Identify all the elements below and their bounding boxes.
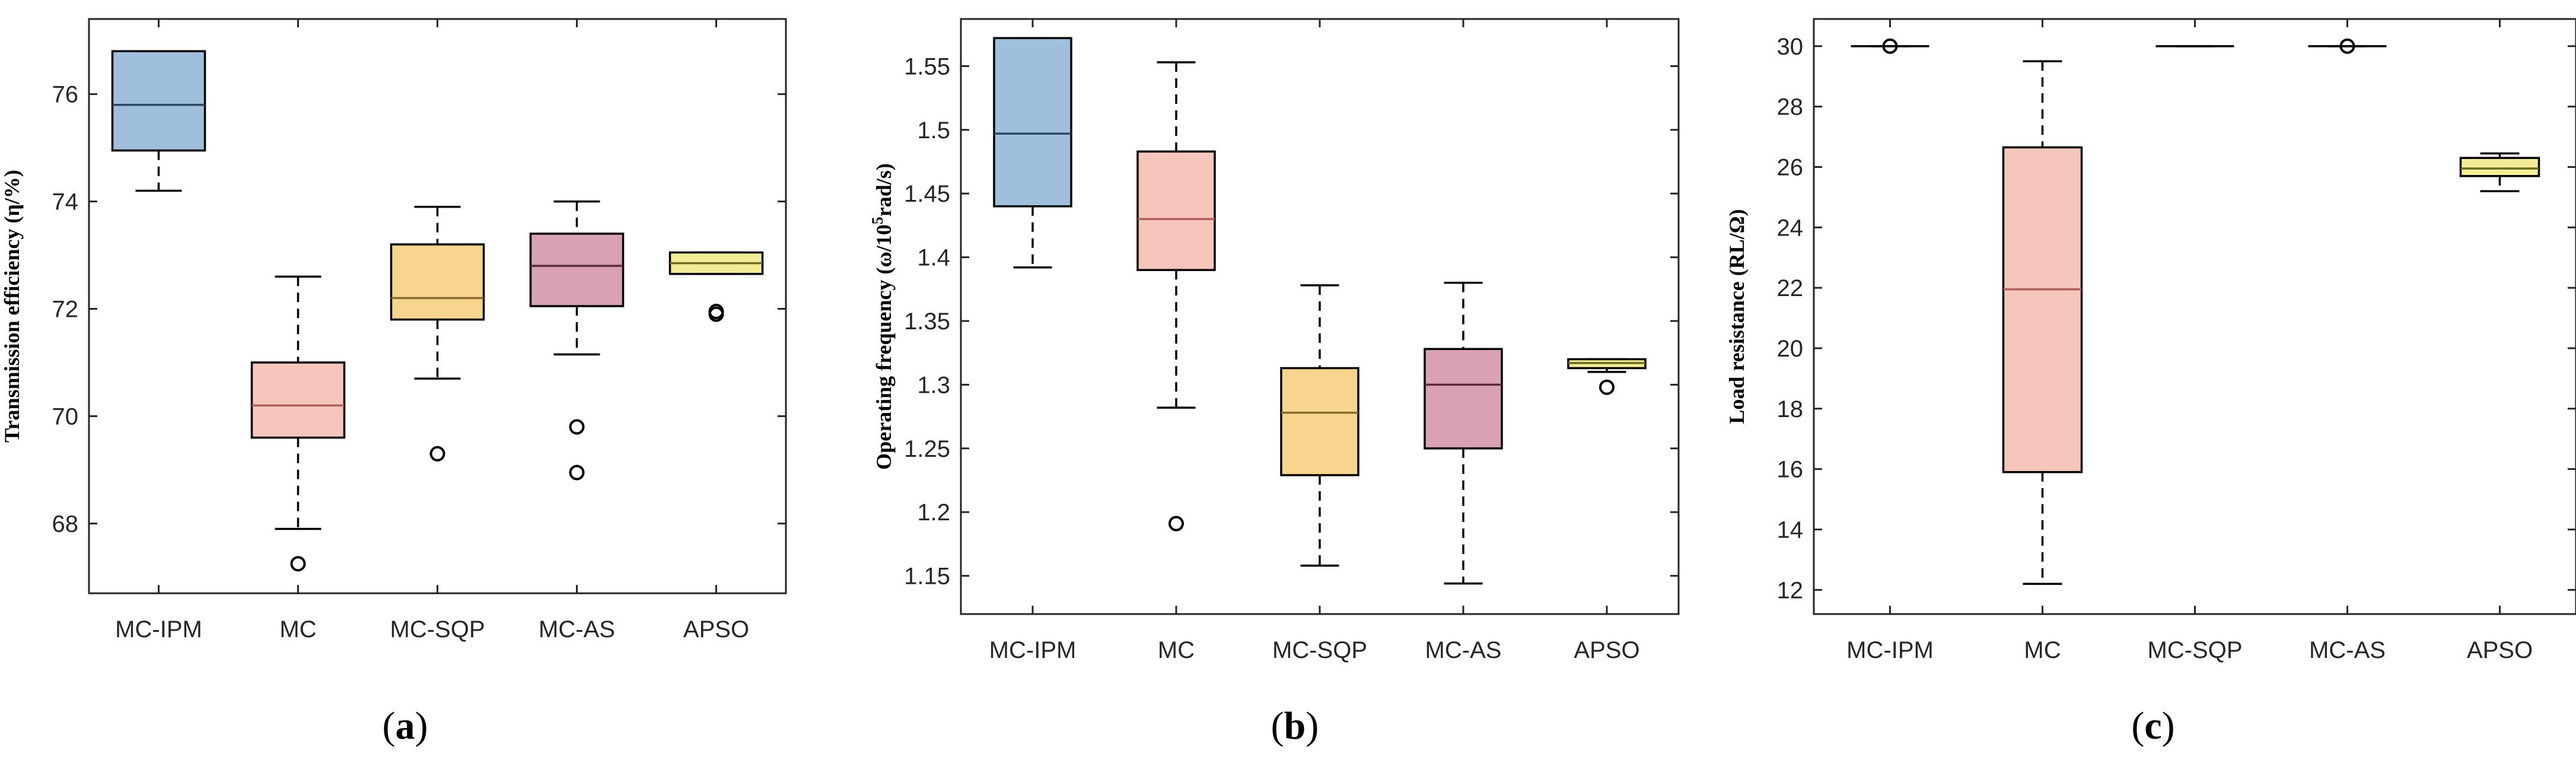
x-tick-label: MC-SQP: [390, 616, 485, 643]
box-mc-ipm: [993, 37, 1072, 269]
panel-label-b: (b): [1271, 704, 1319, 748]
x-tick-label: APSO: [1574, 637, 1639, 663]
y-tick-label: 20: [1777, 336, 1804, 362]
box-apso: [668, 251, 764, 322]
y-tick-label: 74: [52, 189, 79, 215]
box-mc-as: [1424, 281, 1503, 585]
x-tick-label: MC-AS: [2309, 637, 2386, 663]
x-tick-label: APSO: [683, 616, 749, 643]
y-tick-label: 14: [1777, 517, 1804, 543]
y-tick-label: 1.55: [904, 53, 950, 80]
outlier-point: [2339, 38, 2355, 54]
y-tick-label: 26: [1777, 154, 1804, 180]
outlier-point: [290, 556, 306, 572]
box-mc-ipm: [111, 50, 206, 192]
x-tick-label: MC: [279, 616, 316, 643]
outlier-point: [1882, 38, 1898, 54]
y-tick-label: 72: [52, 297, 79, 323]
box-iqr: [2459, 157, 2540, 177]
y-tick-label: 76: [52, 82, 79, 108]
x-tick-label: MC-AS: [1425, 637, 1502, 663]
box-iqr: [1280, 367, 1359, 476]
box-iqr: [111, 50, 206, 152]
y-tick-label: 16: [1777, 457, 1804, 483]
x-tick-label: MC: [1158, 637, 1195, 663]
box-iqr: [1136, 150, 1216, 271]
box-mc: [2002, 60, 2083, 585]
box-iqr: [1424, 348, 1503, 450]
box-iqr: [250, 361, 346, 439]
outlier-point: [429, 446, 445, 462]
box-mc: [1136, 61, 1216, 532]
box-apso: [2459, 152, 2540, 192]
x-tick-label: APSO: [2467, 637, 2533, 663]
x-tick-label: MC-IPM: [989, 637, 1077, 663]
y-axis-title: Operating frequency (ω/105rad/s): [869, 163, 896, 470]
x-tick-label: MC-AS: [539, 616, 615, 643]
y-tick-label: 1.25: [904, 436, 950, 462]
box-mc-as: [529, 200, 625, 481]
x-tick-label: MC-SQP: [1272, 637, 1367, 663]
outlier-point: [708, 306, 724, 322]
outlier-point: [569, 419, 585, 435]
box-iqr: [390, 243, 485, 321]
plot-area: [1813, 18, 2576, 615]
box-mc-ipm: [1851, 38, 1929, 54]
box-mc-sqp: [1280, 284, 1359, 567]
box-mc: [250, 275, 346, 572]
x-tick-label: MC-SQP: [2148, 637, 2243, 663]
outlier-point: [1599, 379, 1615, 395]
chart-panel-a: 68 70 72 74 76 MC-IPM MC MC-SQP MC-AS APSO Transmi…: [0, 18, 787, 643]
y-tick-label: 1.3: [917, 372, 950, 398]
y-tick-label: 24: [1777, 215, 1804, 241]
y-tick-label: 22: [1777, 275, 1804, 301]
y-tick-label: 1.15: [904, 564, 950, 590]
y-tick-label: 1.4: [917, 245, 950, 271]
chart-panel-b: 1.15 1.2 1.25 1.3 1.35 1.4 1.45 1.5 1.55 MC-IPM MC…: [869, 18, 1680, 663]
outlier-point: [569, 465, 585, 481]
box-apso: [1567, 358, 1647, 395]
y-tick-label: 1.2: [917, 500, 950, 526]
y-tick-label: 1.5: [917, 117, 950, 144]
y-axis-title: Load resistance (RL/Ω): [1725, 209, 1749, 424]
box-iqr: [529, 233, 625, 307]
y-tick-label: 68: [52, 511, 79, 537]
box-iqr: [993, 37, 1072, 208]
y-tick-label: 70: [52, 403, 79, 430]
panel-label-a: (a): [383, 704, 428, 748]
y-tick-label: 1.45: [904, 181, 950, 207]
box-iqr: [2002, 146, 2083, 473]
chart-panel-c: 12 14 16 18 20 22 24 26 28 30 MC-IPM MC MC-SQP MC-AS A…: [1725, 18, 2576, 663]
y-tick-label: 12: [1777, 577, 1804, 603]
x-tick-label: MC-IPM: [1846, 637, 1934, 663]
panel-label-c: (c): [2131, 704, 2174, 748]
y-tick-label: 18: [1777, 396, 1804, 422]
y-tick-label: 30: [1777, 34, 1804, 60]
outlier-point: [1168, 516, 1184, 532]
y-tick-label: 1.35: [904, 309, 950, 335]
box-mc-sqp: [390, 205, 485, 462]
x-tick-label: MC: [2024, 637, 2061, 663]
x-tick-label: MC-IPM: [115, 616, 202, 643]
box-mc-as: [2308, 38, 2387, 54]
y-axis-title: Transmission efficiency (η/%): [0, 170, 24, 443]
y-tick-label: 28: [1777, 94, 1804, 120]
